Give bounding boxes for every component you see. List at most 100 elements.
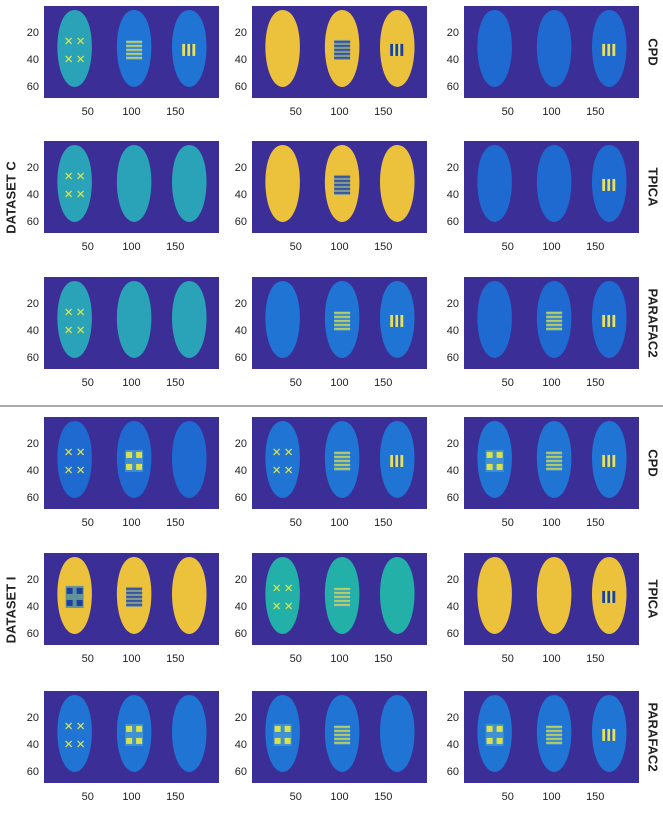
y-tick-label: 60 bbox=[27, 628, 39, 640]
y-tick-label: 40 bbox=[447, 465, 459, 477]
x-tick-label: 100 bbox=[122, 653, 140, 665]
panel: 20406050100150 bbox=[27, 553, 219, 665]
pattern bbox=[607, 44, 610, 56]
x-tick-label: 150 bbox=[166, 517, 184, 529]
x-tick-label: 100 bbox=[542, 106, 560, 118]
brain bbox=[265, 145, 300, 222]
method-label: CPD bbox=[646, 449, 661, 476]
method-label: TPICA bbox=[646, 580, 661, 620]
pattern bbox=[607, 455, 610, 467]
pattern bbox=[192, 44, 195, 56]
y-tick-label: 40 bbox=[27, 601, 39, 613]
brain bbox=[172, 695, 207, 772]
x-tick-label: 100 bbox=[330, 517, 348, 529]
y-tick-label: 60 bbox=[447, 81, 459, 93]
x-tick-label: 150 bbox=[586, 377, 604, 389]
pattern bbox=[393, 455, 395, 467]
x-tick-label: 100 bbox=[122, 106, 140, 118]
pattern bbox=[605, 179, 607, 191]
y-tick-label: 60 bbox=[27, 216, 39, 228]
brain bbox=[265, 421, 300, 498]
pattern bbox=[612, 315, 615, 327]
pattern bbox=[185, 44, 187, 56]
pattern bbox=[497, 726, 503, 732]
y-tick-label: 60 bbox=[447, 492, 459, 504]
y-tick-label: 60 bbox=[447, 216, 459, 228]
brain bbox=[537, 10, 572, 87]
pattern bbox=[182, 44, 185, 56]
panel: 20406050100150 bbox=[235, 417, 427, 529]
pattern bbox=[605, 44, 607, 56]
method-label: CPD bbox=[646, 38, 661, 65]
y-tick-label: 20 bbox=[235, 298, 247, 310]
pattern bbox=[126, 452, 132, 458]
pattern bbox=[393, 44, 395, 56]
pattern bbox=[398, 315, 400, 327]
pattern bbox=[400, 315, 403, 327]
brain bbox=[380, 557, 415, 634]
y-tick-label: 60 bbox=[235, 352, 247, 364]
x-tick-label: 150 bbox=[374, 653, 392, 665]
y-tick-label: 20 bbox=[447, 574, 459, 586]
y-tick-label: 20 bbox=[235, 162, 247, 174]
pattern bbox=[602, 315, 605, 327]
x-tick-label: 100 bbox=[542, 241, 560, 253]
y-tick-label: 60 bbox=[27, 352, 39, 364]
x-tick-label: 50 bbox=[290, 377, 302, 389]
pattern bbox=[285, 726, 291, 732]
pattern bbox=[605, 729, 607, 741]
y-tick-label: 20 bbox=[235, 438, 247, 450]
pattern bbox=[602, 729, 605, 741]
x-tick-label: 150 bbox=[166, 377, 184, 389]
x-tick-label: 50 bbox=[290, 653, 302, 665]
pattern bbox=[602, 44, 605, 56]
pattern bbox=[400, 44, 403, 56]
brain bbox=[477, 281, 512, 358]
x-tick-label: 150 bbox=[586, 106, 604, 118]
panel: 20406050100150 bbox=[27, 6, 219, 118]
y-tick-label: 40 bbox=[27, 325, 39, 337]
brain bbox=[265, 10, 300, 87]
brain bbox=[57, 145, 92, 222]
pattern bbox=[602, 179, 605, 191]
panel: 20406050100150 bbox=[235, 691, 427, 803]
x-tick-label: 50 bbox=[82, 517, 94, 529]
pattern bbox=[67, 588, 73, 594]
panel: 20406050100150 bbox=[447, 417, 639, 529]
x-tick-label: 100 bbox=[542, 791, 560, 803]
y-tick-label: 20 bbox=[447, 712, 459, 724]
pattern bbox=[398, 455, 400, 467]
brain bbox=[172, 145, 207, 222]
brain bbox=[117, 281, 152, 358]
panel: 20406050100150 bbox=[447, 691, 639, 803]
pattern bbox=[275, 738, 281, 744]
pattern bbox=[126, 726, 132, 732]
pattern bbox=[497, 452, 503, 458]
x-tick-label: 100 bbox=[330, 106, 348, 118]
pattern bbox=[400, 455, 403, 467]
x-tick-label: 50 bbox=[502, 106, 514, 118]
dataset-label: DATASET C bbox=[3, 161, 18, 234]
y-tick-label: 40 bbox=[27, 465, 39, 477]
figure: DATASET CCPD2040605010015020406050100150… bbox=[0, 0, 663, 818]
pattern bbox=[398, 44, 400, 56]
y-tick-label: 20 bbox=[27, 712, 39, 724]
pattern bbox=[126, 738, 132, 744]
brain bbox=[57, 281, 92, 358]
pattern bbox=[275, 726, 281, 732]
brain bbox=[265, 557, 300, 634]
pattern bbox=[607, 179, 610, 191]
pattern bbox=[497, 464, 503, 470]
y-tick-label: 20 bbox=[447, 438, 459, 450]
pattern bbox=[602, 591, 605, 603]
brain bbox=[477, 10, 512, 87]
x-tick-label: 150 bbox=[374, 106, 392, 118]
y-tick-label: 60 bbox=[235, 766, 247, 778]
pattern bbox=[136, 464, 142, 470]
pattern bbox=[497, 738, 503, 744]
y-tick-label: 20 bbox=[235, 27, 247, 39]
brain bbox=[57, 695, 92, 772]
x-tick-label: 50 bbox=[82, 653, 94, 665]
brain bbox=[380, 695, 415, 772]
y-tick-label: 60 bbox=[27, 492, 39, 504]
